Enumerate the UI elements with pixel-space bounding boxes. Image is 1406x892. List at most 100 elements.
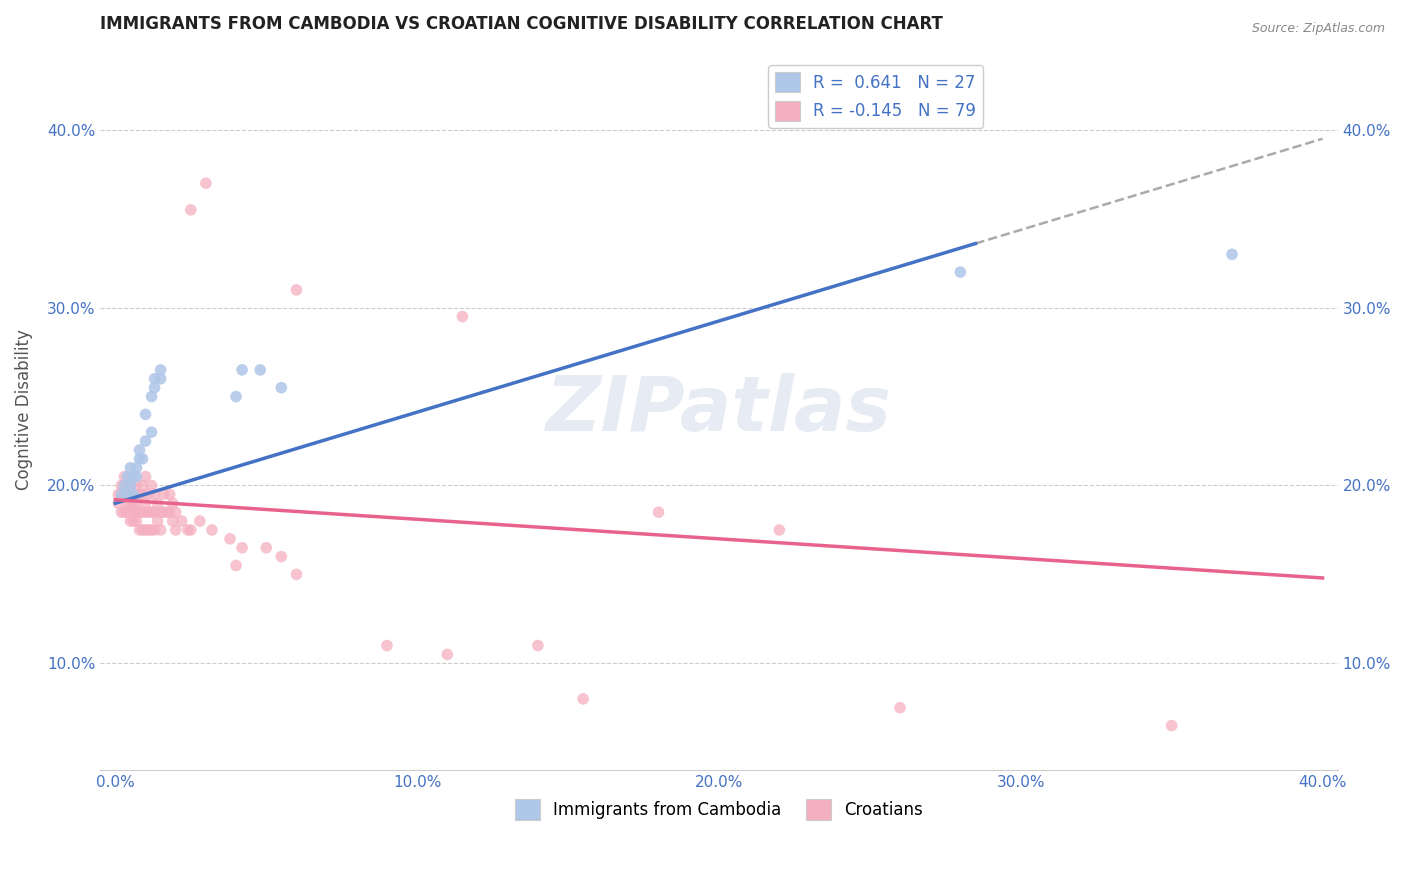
Point — [143, 505, 166, 519]
Point — [117, 487, 139, 501]
Point — [120, 478, 142, 492]
Point — [162, 514, 184, 528]
Point — [117, 496, 139, 510]
Point — [572, 691, 595, 706]
Point — [285, 283, 308, 297]
Text: IMMIGRANTS FROM CAMBODIA VS CROATIAN COGNITIVE DISABILITY CORRELATION CHART: IMMIGRANTS FROM CAMBODIA VS CROATIAN COG… — [100, 15, 943, 33]
Point — [141, 523, 163, 537]
Point — [170, 514, 193, 528]
Point — [131, 451, 153, 466]
Point — [159, 505, 181, 519]
Point — [117, 478, 139, 492]
Point — [149, 372, 172, 386]
Point — [110, 487, 132, 501]
Point — [122, 514, 145, 528]
Point — [527, 639, 550, 653]
Point — [143, 381, 166, 395]
Point — [159, 487, 181, 501]
Point — [188, 514, 211, 528]
Point — [146, 496, 169, 510]
Point — [134, 523, 156, 537]
Point — [180, 202, 202, 217]
Point — [122, 505, 145, 519]
Point — [138, 487, 160, 501]
Point — [149, 523, 172, 537]
Point — [134, 496, 156, 510]
Point — [149, 505, 172, 519]
Point — [231, 541, 253, 555]
Point — [156, 505, 179, 519]
Point — [165, 505, 187, 519]
Point — [143, 487, 166, 501]
Point — [375, 639, 398, 653]
Point — [949, 265, 972, 279]
Point — [134, 434, 156, 448]
Point — [647, 505, 669, 519]
Y-axis label: Cognitive Disability: Cognitive Disability — [15, 329, 32, 491]
Point — [1220, 247, 1243, 261]
Point — [122, 487, 145, 501]
Point — [125, 505, 148, 519]
Point — [125, 469, 148, 483]
Point — [128, 487, 150, 501]
Point — [128, 523, 150, 537]
Point — [138, 523, 160, 537]
Point — [128, 451, 150, 466]
Point — [107, 496, 129, 510]
Point — [225, 558, 247, 573]
Point — [112, 505, 135, 519]
Legend: Immigrants from Cambodia, Croatians: Immigrants from Cambodia, Croatians — [508, 793, 929, 827]
Point — [122, 469, 145, 483]
Point — [112, 478, 135, 492]
Point — [110, 487, 132, 501]
Point — [141, 478, 163, 492]
Point — [125, 496, 148, 510]
Text: ZIPatlas: ZIPatlas — [546, 373, 891, 447]
Point — [125, 460, 148, 475]
Point — [122, 496, 145, 510]
Point — [152, 505, 174, 519]
Point — [149, 363, 172, 377]
Point — [110, 505, 132, 519]
Point — [1160, 718, 1182, 732]
Point — [117, 469, 139, 483]
Point — [249, 363, 271, 377]
Point — [128, 505, 150, 519]
Point — [112, 469, 135, 483]
Point — [225, 390, 247, 404]
Point — [120, 514, 142, 528]
Point — [117, 505, 139, 519]
Point — [285, 567, 308, 582]
Point — [125, 478, 148, 492]
Point — [194, 176, 217, 190]
Point — [270, 549, 292, 564]
Point — [143, 372, 166, 386]
Point — [451, 310, 474, 324]
Point — [128, 442, 150, 457]
Point — [254, 541, 277, 555]
Point — [889, 700, 911, 714]
Point — [138, 505, 160, 519]
Point — [177, 523, 200, 537]
Point — [180, 523, 202, 537]
Point — [134, 408, 156, 422]
Point — [165, 523, 187, 537]
Point — [134, 505, 156, 519]
Point — [112, 478, 135, 492]
Point — [162, 496, 184, 510]
Point — [120, 460, 142, 475]
Point — [131, 478, 153, 492]
Point — [201, 523, 224, 537]
Point — [112, 487, 135, 501]
Point — [152, 487, 174, 501]
Point — [141, 390, 163, 404]
Point — [120, 487, 142, 501]
Point — [134, 469, 156, 483]
Point — [110, 478, 132, 492]
Point — [219, 532, 242, 546]
Point — [125, 514, 148, 528]
Point — [122, 487, 145, 501]
Point — [146, 514, 169, 528]
Point — [141, 425, 163, 439]
Point — [131, 523, 153, 537]
